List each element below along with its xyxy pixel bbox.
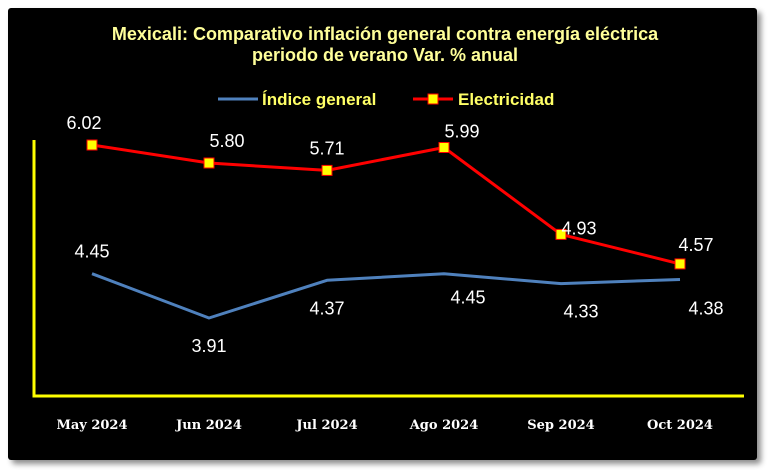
electricidad-data-label: 5.99 [444, 122, 479, 142]
x-tick-label: Oct 2024 [647, 418, 713, 433]
x-tick-label: May 2024 [56, 418, 127, 433]
electricidad-data-label: 6.02 [66, 113, 101, 133]
chart-title: Mexicali: Comparativo inflación general … [112, 24, 659, 44]
indice-general-data-label: 4.45 [450, 288, 485, 308]
indice-general-data-label: 4.38 [688, 299, 723, 319]
electricidad-data-label: 4.57 [678, 235, 713, 255]
electricidad-marker [674, 258, 686, 270]
indice-general-data-label: 4.37 [309, 298, 344, 318]
indice-general-data-label: 4.33 [563, 302, 598, 322]
series-line-electricidad [91, 143, 681, 266]
chart-subtitle: periodo de verano Var. % anual [252, 45, 518, 65]
electricidad-data-label: 5.80 [209, 131, 244, 151]
electricidad-marker [321, 164, 333, 176]
legend-label-indice: Índice general [262, 90, 376, 109]
legend-label-electricidad: Electricidad [458, 90, 554, 109]
legend-marker-electricidad [427, 93, 439, 105]
electricidad-marker [86, 139, 98, 151]
chart-frame [8, 8, 757, 460]
x-tick-label: Ago 2024 [409, 418, 479, 433]
series-line-indice-general [91, 272, 681, 320]
axes [32, 140, 744, 398]
plot-area: May 2024 Jun 2024 Jul 2024 Ago 2024 Sep 2024… [56, 113, 723, 433]
electricidad-marker [203, 157, 215, 169]
x-tick-label: Jul 2024 [295, 418, 357, 433]
legend: Índice general Electricidad [218, 90, 554, 109]
electricidad-data-label: 5.71 [309, 138, 344, 158]
x-tick-label: Sep 2024 [527, 418, 594, 433]
electricidad-data-label: 4.93 [561, 218, 596, 238]
electricidad-marker [438, 142, 450, 153]
electricidad-marker [555, 228, 567, 240]
indice-general-data-label: 4.45 [74, 242, 109, 262]
indice-general-data-label: 3.91 [191, 336, 226, 356]
x-tick-label: Jun 2024 [175, 418, 242, 433]
